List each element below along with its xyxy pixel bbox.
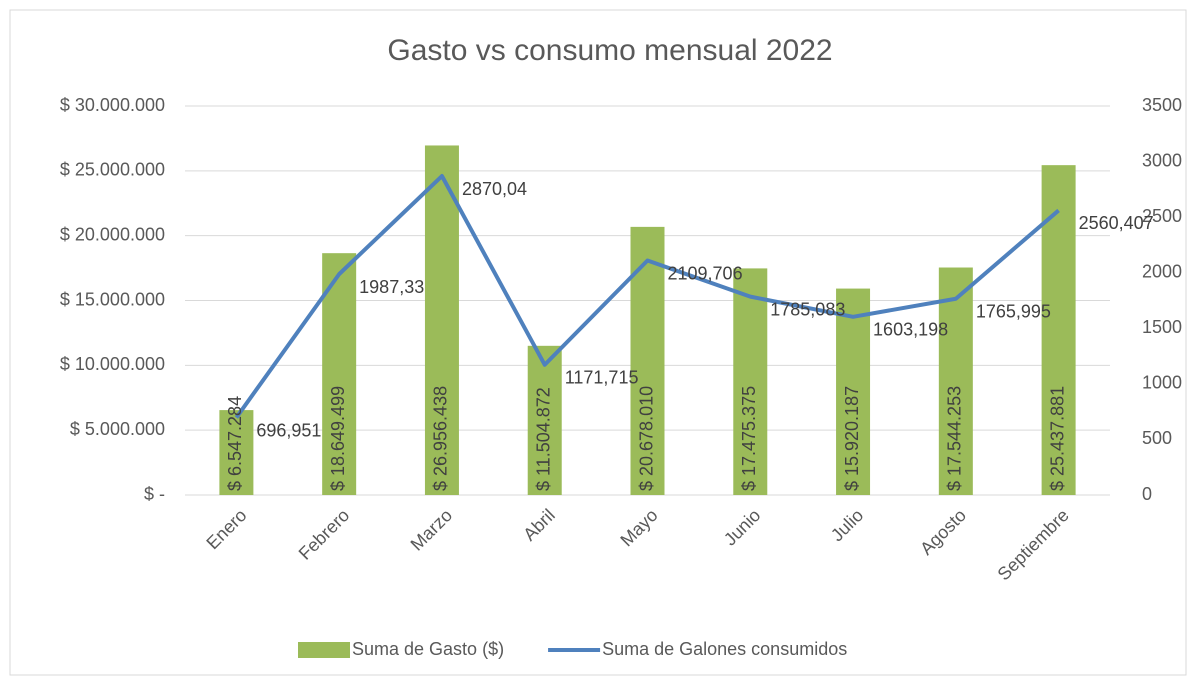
y2-tick-label: 1000 xyxy=(1142,373,1182,393)
chart-title: Gasto vs consumo mensual 2022 xyxy=(387,34,832,67)
line-value-label: 1171,715 xyxy=(565,368,639,388)
bar xyxy=(527,345,562,495)
line-value-label: 2560,407 xyxy=(1079,213,1154,233)
bar-value-label: $ 25.437.881 xyxy=(1047,386,1067,491)
bar xyxy=(322,253,357,495)
y-tick-label: $ 5.000.000 xyxy=(70,419,165,439)
line-value-label: 1987,33 xyxy=(359,277,424,297)
y-tick-label: $ 30.000.000 xyxy=(60,95,165,115)
bar xyxy=(219,410,254,495)
y-tick-label: $ - xyxy=(144,484,165,504)
chart-frame xyxy=(9,9,1187,676)
bar xyxy=(733,268,768,495)
bar-value-label: $ 17.475.375 xyxy=(739,386,759,491)
y2-tick-label: 3500 xyxy=(1142,95,1182,115)
y-tick-label: $ 20.000.000 xyxy=(60,224,165,244)
y2-tick-label: 1500 xyxy=(1142,317,1182,337)
y-tick-label: $ 25.000.000 xyxy=(60,160,165,180)
line xyxy=(234,174,1060,419)
y2-tick-label: 2000 xyxy=(1142,261,1182,281)
legend-label: Suma de Gasto ($) xyxy=(352,639,504,659)
bar xyxy=(424,145,459,496)
bar xyxy=(836,288,871,495)
line-value-label: 2870,04 xyxy=(462,179,527,199)
bar-value-label: $ 18.649.499 xyxy=(328,386,348,491)
bar xyxy=(938,267,973,495)
y2-tick-label: 3000 xyxy=(1142,150,1182,170)
bar-value-label: $ 17.544.253 xyxy=(945,386,965,491)
line-value-label: 1785,083 xyxy=(770,299,845,319)
bar-value-label: $ 6.547.284 xyxy=(225,396,245,491)
y-tick-label: $ 15.000.000 xyxy=(60,289,165,309)
legend-swatch xyxy=(298,642,350,658)
line-value-label: 696,951 xyxy=(256,420,321,440)
bar-value-label: $ 11.504.872 xyxy=(533,387,553,491)
bar-value-label: $ 15.920.187 xyxy=(842,386,862,491)
y2-tick-label: 500 xyxy=(1142,428,1172,448)
legend-label: Suma de Galones consumidos xyxy=(602,639,847,659)
y-tick-label: $ 10.000.000 xyxy=(60,354,165,374)
bar-value-label: $ 26.956.438 xyxy=(431,386,451,491)
bar-value-label: $ 20.678.010 xyxy=(636,386,656,491)
line-value-label: 1603,198 xyxy=(873,320,948,340)
y2-tick-label: 2500 xyxy=(1142,206,1182,226)
line-value-label: 1765,995 xyxy=(976,301,1051,321)
y2-tick-label: 0 xyxy=(1142,484,1152,504)
line-value-label: 2109,706 xyxy=(668,263,743,283)
